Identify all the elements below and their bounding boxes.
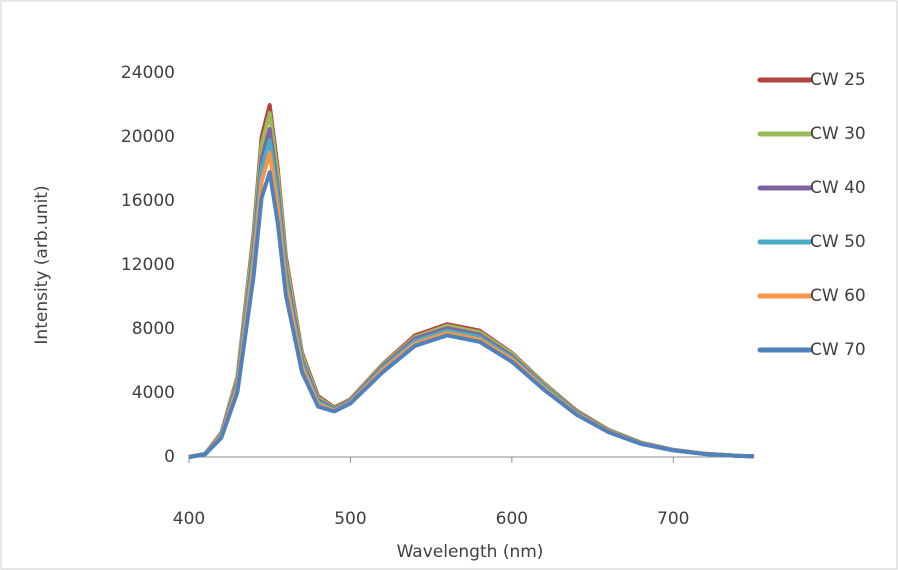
y-axis-label: Intensity (arb.unit) bbox=[32, 185, 52, 344]
y-tick-label: 24000 bbox=[121, 63, 175, 83]
legend-label: CW 25 bbox=[810, 70, 866, 90]
x-tick-label: 600 bbox=[496, 509, 528, 529]
x-tick-label: 700 bbox=[657, 509, 689, 529]
x-tick-label: 500 bbox=[334, 509, 366, 529]
y-tick-label: 0 bbox=[164, 447, 175, 467]
legend-label: CW 70 bbox=[810, 340, 866, 360]
legend-label: CW 30 bbox=[810, 124, 866, 144]
y-tick-label: 16000 bbox=[121, 191, 175, 211]
x-tick-label: 400 bbox=[173, 509, 205, 529]
y-tick-label: 4000 bbox=[132, 383, 175, 403]
legend-label: CW 40 bbox=[810, 178, 866, 198]
legend-label: CW 60 bbox=[810, 286, 866, 306]
legend-label: CW 50 bbox=[810, 232, 866, 252]
y-tick-label: 20000 bbox=[121, 127, 175, 147]
x-axis-label: Wavelength (nm) bbox=[397, 542, 544, 562]
series-line bbox=[188, 170, 755, 459]
y-tick-label: 8000 bbox=[132, 319, 175, 339]
y-tick-label: 12000 bbox=[121, 255, 175, 275]
